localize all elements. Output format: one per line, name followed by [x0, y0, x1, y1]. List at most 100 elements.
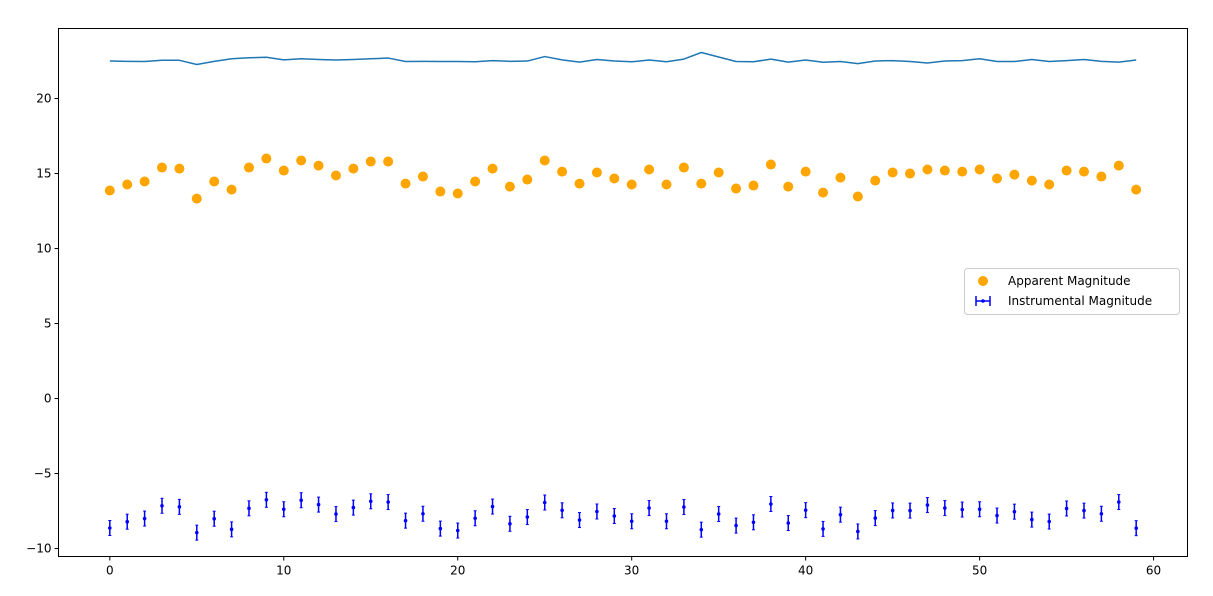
errorbar-point — [1082, 502, 1086, 519]
errorbar-marker — [716, 512, 721, 516]
scatter-point — [1061, 165, 1072, 176]
errorbar-marker — [490, 504, 495, 509]
scatter-point — [1044, 179, 1055, 190]
errorbar-marker — [890, 508, 895, 513]
errorbar-point — [873, 510, 878, 527]
errorbar-marker — [421, 511, 425, 516]
scatter-point — [522, 174, 533, 185]
scatter-point — [992, 173, 1003, 184]
errorbar-marker — [368, 499, 373, 504]
scatter-point — [296, 155, 307, 166]
scatter-point — [974, 164, 985, 175]
errorbar-point — [908, 502, 912, 519]
errorbar-point — [595, 503, 599, 520]
errorbar-marker — [403, 518, 408, 523]
errorbar-marker — [438, 526, 443, 531]
scatter-point — [765, 159, 776, 170]
y-tick-label: 10 — [36, 242, 51, 256]
x-tick-label: 50 — [972, 564, 987, 578]
errorbar-point — [264, 491, 269, 508]
scatter-point — [922, 164, 933, 175]
errorbar-point — [160, 497, 164, 514]
errorbar-marker — [194, 530, 199, 535]
x-tick-label: 30 — [624, 564, 639, 578]
errorbar-marker — [769, 502, 773, 506]
errorbar-point — [1134, 520, 1138, 537]
errorbar-point — [612, 508, 617, 524]
errorbar-point — [943, 500, 947, 517]
x-tick-label: 20 — [450, 564, 465, 578]
errorbar-point — [490, 498, 495, 515]
errorbar-point — [664, 513, 669, 530]
y-tick-label: 5 — [44, 317, 52, 331]
scatter-point — [731, 183, 742, 194]
scatter-point — [939, 165, 950, 176]
errorbar-point — [212, 510, 216, 527]
y-tick-label: 20 — [36, 92, 51, 106]
errorbar-marker — [334, 512, 338, 516]
errorbar-point — [542, 494, 547, 511]
errorbar-marker — [821, 527, 825, 531]
errorbar-marker — [177, 505, 182, 509]
x-axis: 0 10 20 30 40 50 60 — [106, 556, 1161, 578]
scatter-point — [139, 176, 150, 187]
scatter-point — [435, 186, 446, 197]
errorbar-point — [1030, 511, 1034, 528]
scatter-point — [574, 178, 585, 189]
errorbar-point — [247, 500, 251, 517]
scatter-point — [644, 164, 655, 175]
scatter-point — [104, 185, 115, 196]
errorbar-marker — [647, 506, 651, 510]
errorbar-marker — [908, 508, 912, 513]
errorbar-point — [734, 517, 738, 534]
x-tick-label: 0 — [106, 564, 114, 578]
errorbar-point — [473, 510, 477, 527]
scatter-point — [609, 173, 620, 184]
errorbar-marker — [508, 522, 512, 526]
errorbar-point — [856, 523, 860, 540]
scatter-point — [122, 179, 133, 190]
y-tick-label: −5 — [34, 467, 52, 481]
legend-label-apparent: Apparent Magnitude — [1008, 274, 1131, 288]
scatter-point — [905, 168, 916, 179]
errorbar-point — [142, 510, 147, 527]
scatter-point — [348, 163, 359, 174]
errorbar-point — [334, 506, 338, 523]
errorbar-point — [508, 515, 512, 532]
errorbar-marker — [612, 514, 617, 518]
errorbar-point — [229, 521, 234, 538]
errorbar-marker — [1064, 506, 1069, 511]
errorbar-marker — [838, 512, 843, 517]
errorbar-point — [560, 502, 564, 519]
errorbar-point — [177, 498, 182, 515]
scatter-point — [226, 184, 237, 195]
errorbar-point — [995, 507, 999, 524]
scatter-point — [487, 163, 498, 174]
axes-frame — [58, 28, 1188, 557]
scatter-point — [383, 156, 394, 167]
errorbar-point — [1064, 500, 1069, 517]
errorbar-marker — [229, 527, 234, 532]
y-axis: −10 −5 0 5 10 15 20 — [26, 92, 59, 556]
errorbar-marker — [160, 504, 164, 508]
errorbar-point — [803, 502, 808, 519]
errorbar-marker — [856, 529, 860, 534]
scatter-point — [209, 176, 220, 187]
errorbar-point — [316, 496, 321, 513]
scatter-point — [748, 180, 759, 191]
errorbar-marker — [577, 518, 582, 522]
errorbar-marker — [995, 513, 999, 518]
errorbar-marker — [281, 507, 286, 512]
scatter-point — [1096, 171, 1107, 182]
errorbar-point — [1116, 494, 1121, 511]
errorbar-marker — [803, 508, 808, 512]
errorbar-point — [108, 520, 112, 536]
errorbar-marker — [699, 527, 704, 532]
scatter-point — [661, 179, 672, 190]
scatter-point — [957, 166, 968, 177]
x-tick-label: 60 — [1146, 564, 1161, 578]
errorbar-marker — [525, 515, 530, 519]
errorbar-point — [1047, 513, 1052, 530]
errorbar-point — [577, 512, 582, 529]
